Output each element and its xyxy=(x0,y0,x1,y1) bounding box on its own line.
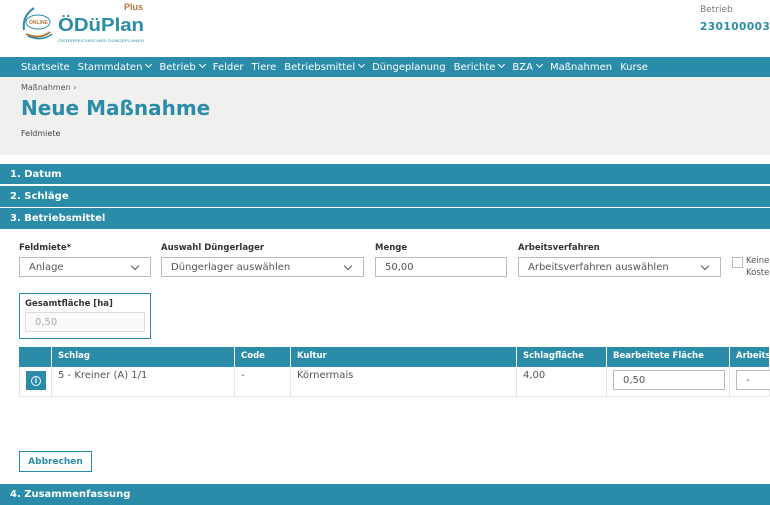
menge-label: Menge xyxy=(375,243,408,253)
keine-kosten-label: Keine Koste xyxy=(746,255,769,279)
section-datum[interactable]: 1. Datum xyxy=(0,164,770,184)
chevron-down-icon xyxy=(130,261,140,271)
nav-item-düngeplanung[interactable]: Düngeplanung xyxy=(372,62,446,73)
nav-item-felder[interactable]: Felder xyxy=(213,62,244,73)
svg-text:ONLINE: ONLINE xyxy=(29,20,49,26)
cell-schlag: 5 - Kreiner (A) 1/1 xyxy=(52,367,235,397)
keine-kosten-checkbox[interactable] xyxy=(732,257,743,268)
nav-label: Betriebsmittel xyxy=(284,61,356,73)
svg-text:ÖDüPlan: ÖDüPlan xyxy=(58,15,144,35)
info-icon: i xyxy=(31,375,41,386)
nav-item-tiere[interactable]: Tiere xyxy=(252,62,277,73)
main-nav: Startseite Stammdaten Betrieb Felder Tiere Be… xyxy=(0,57,770,77)
nav-label: Kurse xyxy=(620,61,648,73)
nav-item-stammdaten[interactable]: Stammdaten xyxy=(77,60,153,73)
page-header xyxy=(0,77,770,155)
betrieb-label: Betrieb xyxy=(700,5,733,15)
menge-input[interactable]: 50,00 xyxy=(375,257,507,277)
chevron-down-icon xyxy=(358,60,366,68)
feldmiete-label: Feldmiete* xyxy=(19,243,72,253)
column-header-bearbeitete-flaeche: Bearbeitete Fläche xyxy=(607,347,730,367)
betrieb-value[interactable]: 230100003 - xyxy=(700,21,770,33)
nav-item-berichte[interactable]: Berichte xyxy=(453,60,506,73)
verfahren-label: Arbeitsverfahren xyxy=(518,243,600,253)
kosten-label-line: Koste xyxy=(746,268,770,278)
nav-label: Stammdaten xyxy=(77,61,143,73)
chevron-down-icon xyxy=(343,261,353,271)
column-header-arbeits: Arbeits xyxy=(730,347,770,367)
column-header-schlag: Schlag xyxy=(52,347,235,367)
chevron-down-icon xyxy=(535,60,544,68)
nav-label: Berichte xyxy=(453,61,496,73)
bearbeitete-flaeche-input[interactable]: 0,50 xyxy=(613,370,725,390)
page-subtitle: Feldmiete xyxy=(21,129,61,138)
breadcrumb[interactable]: Maßnahmen › xyxy=(21,83,76,92)
cell-code: - xyxy=(235,367,291,397)
nav-item-betriebsmittel[interactable]: Betriebsmittel xyxy=(284,60,366,73)
verfahren-placeholder: Arbeitsverfahren auswählen xyxy=(528,261,669,273)
nav-item-bza[interactable]: BZA xyxy=(512,60,544,73)
breadcrumb-item[interactable]: Maßnahmen xyxy=(21,83,71,92)
nav-label: BZA xyxy=(512,61,533,73)
page-title: Neue Maßnahme xyxy=(21,96,211,120)
chevron-down-icon xyxy=(145,60,153,68)
cell-schlagflaeche: 4,00 xyxy=(517,367,607,397)
section-betriebsmittel[interactable]: 3. Betriebsmittel xyxy=(0,208,770,229)
nav-item-startseite[interactable]: Startseite xyxy=(21,62,70,73)
duengerlager-select[interactable]: Düngerlager auswählen xyxy=(161,257,364,277)
nav-label: Startseite xyxy=(21,61,70,73)
lager-placeholder: Düngerlager auswählen xyxy=(171,261,291,273)
cell-kultur: Körnermais xyxy=(291,367,517,397)
arbeitsverfahren-select[interactable]: Arbeitsverfahren auswählen xyxy=(518,257,721,277)
cell-info: i xyxy=(19,367,52,397)
nav-label: Tiere xyxy=(251,61,277,73)
column-header-schlagflaeche: Schlagfläche xyxy=(517,347,607,367)
arbeits-select[interactable]: - xyxy=(736,370,770,390)
nav-item-maßnahmen[interactable]: Maßnahmen xyxy=(550,62,612,73)
cell-bearbeitete-flaeche: 0,50 xyxy=(607,367,730,397)
svg-text:ÖSTERREICHISCHER DÜNGEPLANER: ÖSTERREICHISCHER DÜNGEPLANER xyxy=(58,38,144,43)
gesamtflaeche-label: Gesamtfläche [ha] xyxy=(25,299,113,309)
logo[interactable]: ONLINE Plus ÖDüPlan ÖSTERREICHISCHER DÜN… xyxy=(20,2,150,46)
nav-item-kurse[interactable]: Kurse xyxy=(620,62,648,73)
chevron-right-icon: › xyxy=(73,83,77,92)
column-header-kultur: Kultur xyxy=(291,347,517,367)
nav-label: Betrieb xyxy=(159,61,196,73)
chevron-down-icon xyxy=(198,60,206,68)
svg-text:Plus: Plus xyxy=(124,2,143,12)
feldmiete-value: Anlage xyxy=(29,261,64,273)
nav-item-betrieb[interactable]: Betrieb xyxy=(159,60,206,73)
info-button[interactable]: i xyxy=(26,371,46,390)
nav-label: Düngeplanung xyxy=(372,61,446,73)
chevron-down-icon xyxy=(700,261,710,271)
gesamtflaeche-input: 0,50 xyxy=(25,312,145,332)
cancel-button[interactable]: Abbrechen xyxy=(19,451,92,472)
keine-label-line: Keine xyxy=(746,256,770,266)
section-schlaege[interactable]: 2. Schläge xyxy=(0,186,770,207)
cell-arbeits: - xyxy=(730,367,770,397)
section-zusammenfassung[interactable]: 4. Zusammenfassung xyxy=(0,484,770,505)
lager-label: Auswahl Düngerlager xyxy=(161,243,265,253)
nav-label: Felder xyxy=(212,61,244,73)
nav-label: Maßnahmen xyxy=(549,61,613,73)
column-header-info xyxy=(19,347,52,367)
feldmiete-select[interactable]: Anlage xyxy=(19,257,151,277)
gesamtflaeche-box: Gesamtfläche [ha] 0,50 xyxy=(19,293,151,339)
chevron-down-icon xyxy=(498,60,506,68)
column-header-code: Code xyxy=(235,347,291,367)
